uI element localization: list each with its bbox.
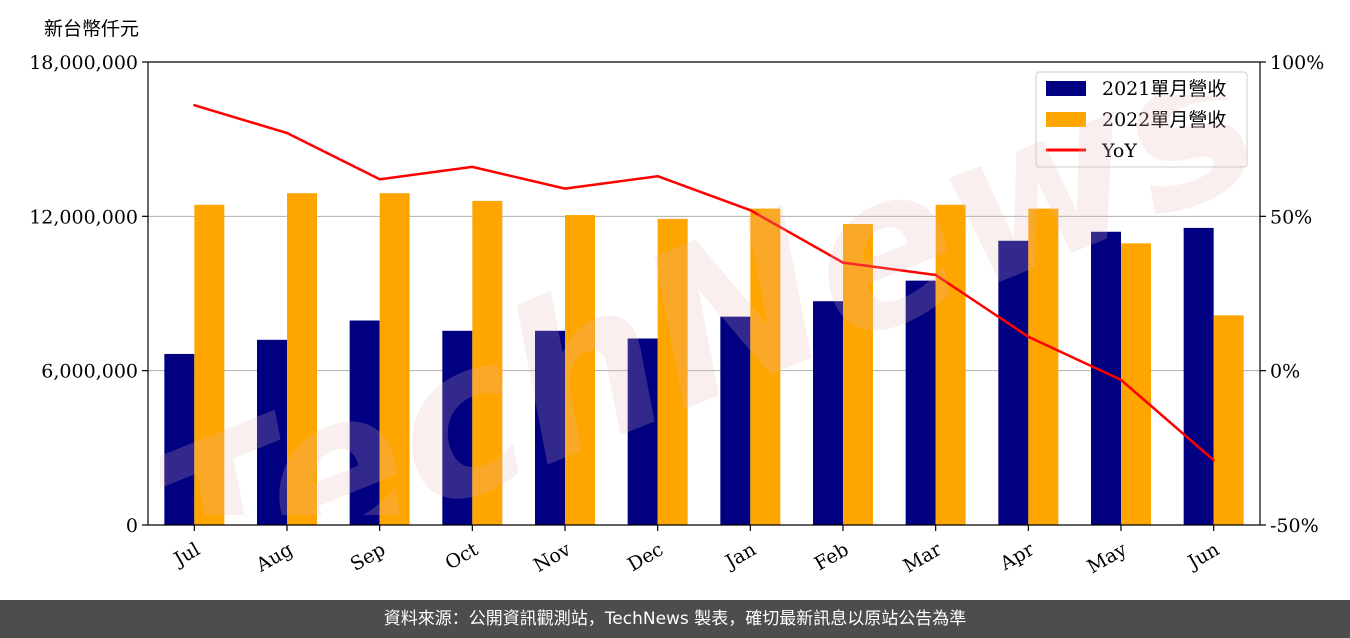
- bar-2021-dec: [627, 338, 658, 525]
- yoy-point-nov: [563, 187, 567, 190]
- bar-2021-aug: [257, 339, 287, 525]
- yoy-point-sep: [378, 178, 381, 181]
- x-tick-label: Jul: [169, 538, 204, 571]
- right-tick-label: 0%: [1270, 361, 1300, 383]
- x-tick-label: Aug: [252, 538, 297, 577]
- source-footer: 資料來源：公開資訊觀測站，TechNews 製表，確切最新訊息以原站公告為準: [0, 600, 1350, 638]
- x-tick-label: Oct: [442, 538, 483, 574]
- x-tick-label: Sep: [347, 538, 390, 575]
- yoy-point-jun: [1212, 458, 1215, 462]
- bar-2022-jan: [750, 208, 781, 525]
- bar-2022-jul: [194, 204, 225, 525]
- yoy-point-jul: [193, 104, 196, 107]
- bar-2021-oct: [442, 330, 473, 525]
- bar-2021-nov: [535, 330, 565, 525]
- x-tick-label: Apr: [996, 538, 1039, 575]
- yoy-line-series: [193, 104, 1215, 462]
- bar-2021-sep: [349, 320, 380, 525]
- yoy-point-apr: [1027, 335, 1030, 338]
- bar-2022-oct: [472, 200, 503, 525]
- legend-label: 2022單月營收: [1102, 109, 1226, 131]
- bar-series: [164, 193, 1244, 526]
- bar-2021-jun: [1183, 227, 1214, 526]
- yoy-point-oct: [471, 165, 474, 169]
- right-tick-label: 50%: [1270, 206, 1312, 228]
- bar-2022-nov: [565, 215, 595, 525]
- bar-2021-mar: [905, 280, 936, 525]
- x-tick-label: Jan: [720, 538, 760, 574]
- legend-label: YoY: [1101, 140, 1137, 162]
- yoy-point-aug: [285, 131, 289, 135]
- yoy-line: [193, 104, 1215, 462]
- y-axis-unit-label: 新台幣仟元: [44, 18, 140, 40]
- revenue-chart: 0 6,000,000 12,000,000 18,000,000 -50% 0% 50% 1…: [29, 52, 1324, 578]
- x-tick-label: Nov: [530, 538, 575, 577]
- bar-2022-mar: [935, 204, 966, 525]
- x-tick-label: Jun: [1183, 538, 1224, 574]
- source-footer-text: 資料來源：公開資訊觀測站，TechNews 製表，確切最新訊息以原站公告為準: [383, 609, 967, 629]
- yoy-point-dec: [656, 175, 659, 178]
- left-tick-label: 12,000,000: [29, 206, 138, 228]
- bar-2022-aug: [287, 193, 317, 525]
- bar-2022-sep: [379, 193, 410, 525]
- x-tick-label: Mar: [900, 538, 946, 577]
- legend-label: 2021單月營收: [1102, 78, 1226, 100]
- yoy-point-jan: [749, 208, 752, 212]
- bar-2021-jul: [164, 353, 195, 525]
- legend-box: [1035, 71, 1248, 168]
- bar-2021-jan: [720, 316, 751, 525]
- bar-2021-apr: [998, 240, 1029, 525]
- bar-2022-dec: [657, 218, 688, 525]
- yoy-point-mar: [934, 273, 937, 277]
- yoy-point-feb: [841, 261, 845, 264]
- right-tick-label: -50%: [1270, 515, 1319, 537]
- legend-swatch: [1046, 112, 1086, 127]
- x-tick-label: Dec: [624, 538, 667, 576]
- right-tick-label: 100%: [1270, 52, 1324, 74]
- left-tick-label: 6,000,000: [41, 361, 138, 383]
- yoy-point-may: [1119, 378, 1123, 382]
- legend-swatch: [1046, 81, 1086, 96]
- legend: 2021單月營收 2022單月營收 YoY: [1035, 71, 1248, 168]
- x-tick-label: May: [1084, 538, 1131, 578]
- left-tick-label: 18,000,000: [29, 52, 138, 74]
- grid-lines: [148, 215, 1260, 372]
- bar-2022-apr: [1028, 208, 1059, 525]
- left-tick-label: 0: [126, 515, 138, 537]
- bar-2022-jun: [1213, 315, 1244, 525]
- x-tick-label: Feb: [811, 538, 853, 575]
- bar-2021-feb: [813, 301, 843, 525]
- bar-2022-feb: [843, 224, 873, 526]
